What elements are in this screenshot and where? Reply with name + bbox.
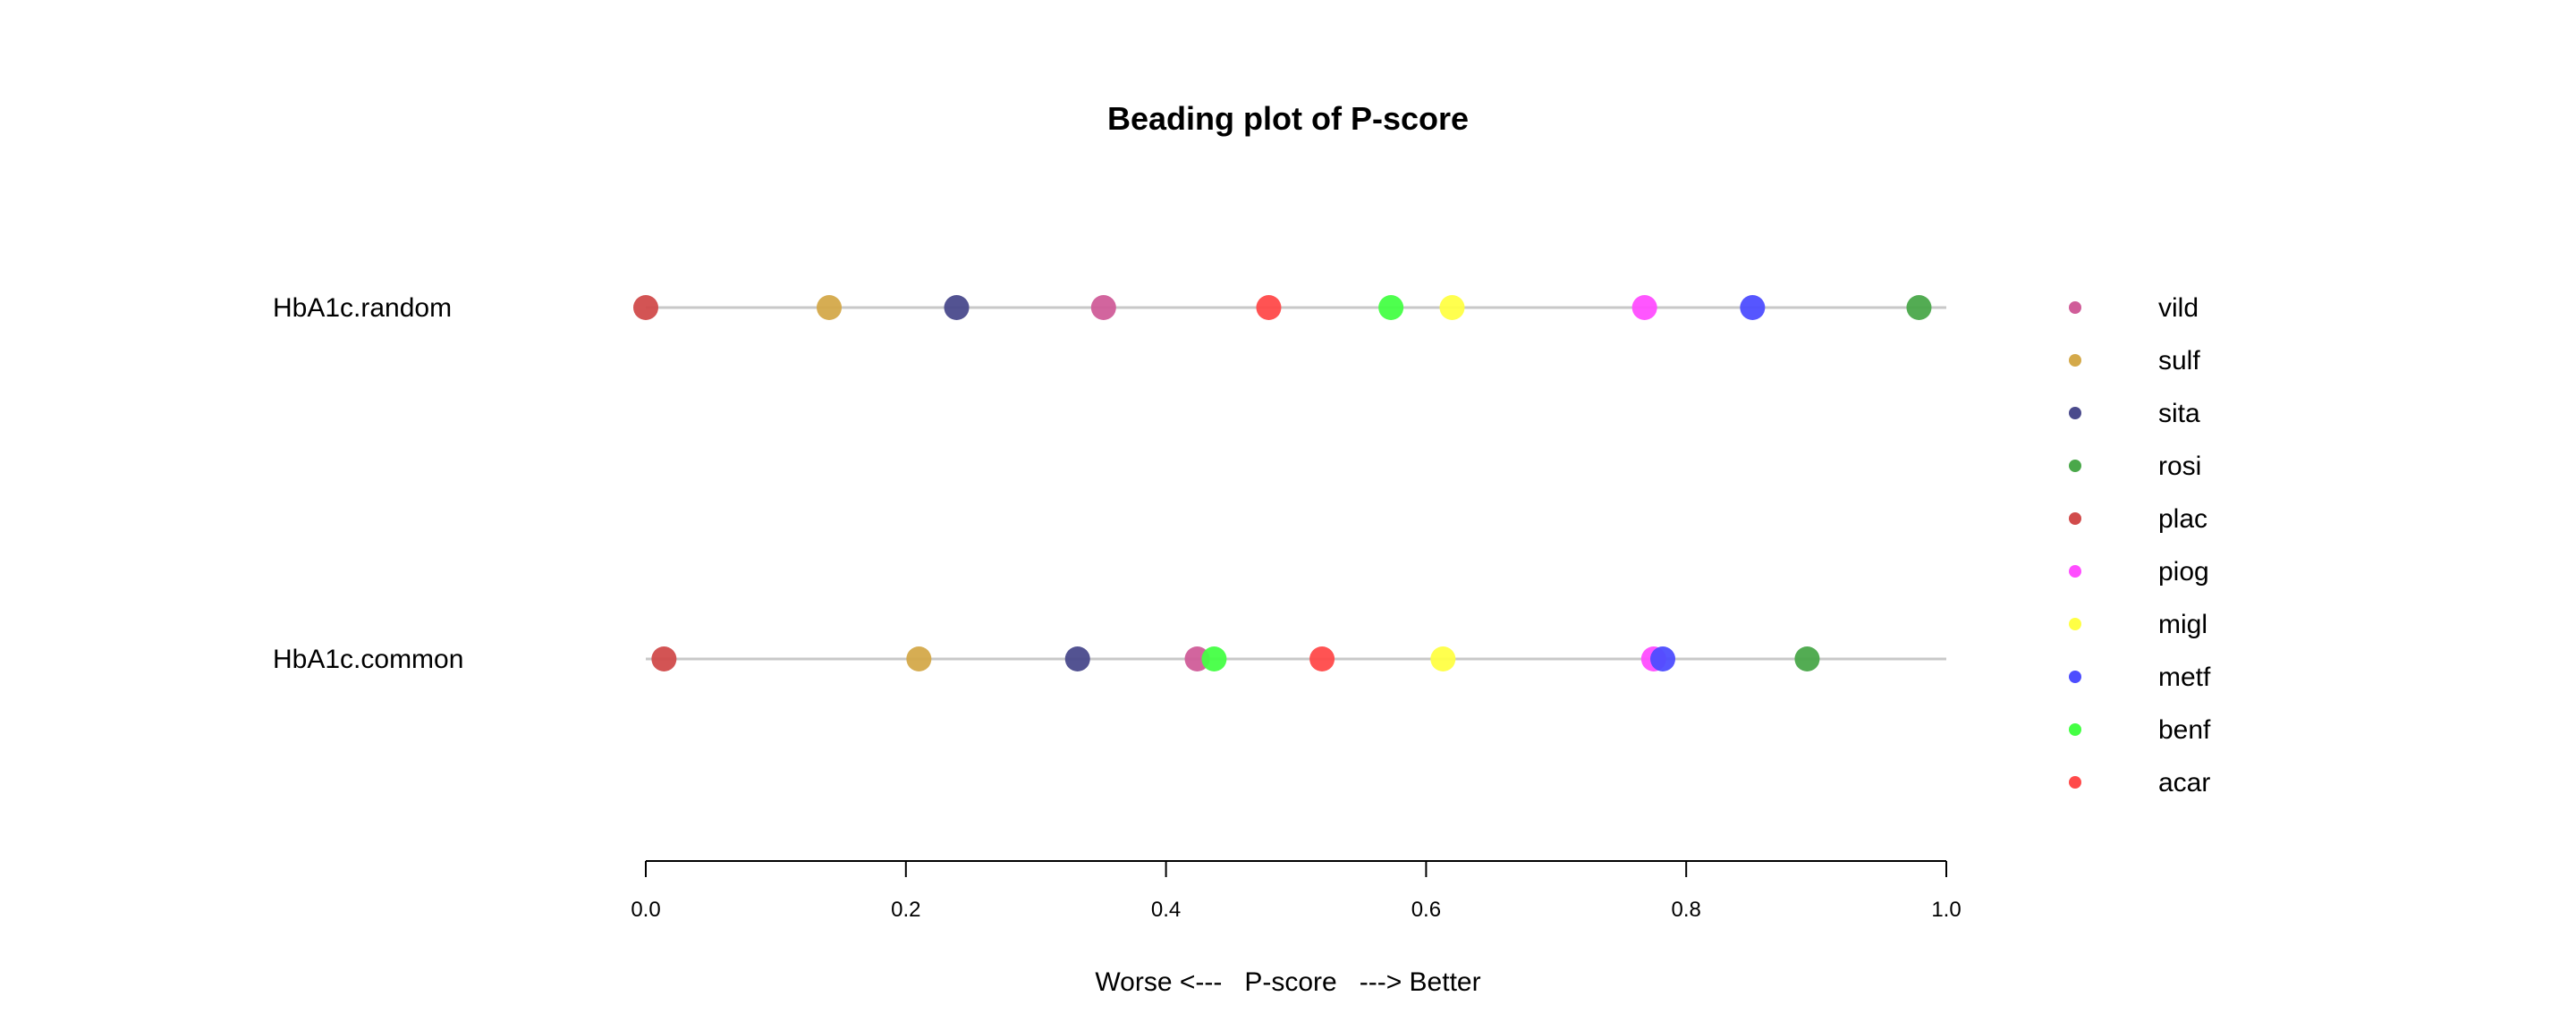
legend-marker [2069, 460, 2081, 472]
legend-label: rosi [2158, 452, 2201, 481]
legend-item-migl: migl [2069, 610, 2207, 639]
point-benf [1378, 295, 1404, 320]
point-piog [1631, 295, 1657, 320]
point-vild [1090, 295, 1116, 320]
chart-title: Beading plot of P-score [1107, 100, 1469, 137]
plot-row: HbA1c.common [273, 645, 1946, 674]
point-metf [1740, 295, 1766, 320]
point-sulf [817, 295, 843, 320]
legend-item-sita: sita [2069, 399, 2200, 428]
legend-item-benf: benf [2069, 715, 2211, 745]
point-migl [1430, 646, 1456, 671]
point-rosi [1906, 295, 1932, 320]
legend-label: vild [2158, 293, 2199, 323]
plot-row: HbA1c.random [273, 293, 1946, 323]
point-sita [944, 295, 970, 320]
legend-label: piog [2158, 557, 2209, 587]
legend-item-metf: metf [2069, 663, 2211, 692]
row-label: HbA1c.random [273, 293, 452, 323]
legend-label: sulf [2158, 346, 2200, 376]
legend-marker [2069, 776, 2081, 789]
legend-label: benf [2158, 715, 2211, 745]
point-plac [633, 295, 658, 320]
point-acar [1309, 646, 1335, 671]
legend: vild sulf sita rosi plac piog migl metf benf acar [2069, 293, 2211, 798]
legend-item-rosi: rosi [2069, 452, 2201, 481]
legend-marker [2069, 301, 2081, 314]
legend-item-vild: vild [2069, 293, 2199, 323]
point-plac [651, 646, 677, 671]
legend-marker [2069, 354, 2081, 367]
legend-marker [2069, 723, 2081, 736]
row-label: HbA1c.common [273, 645, 463, 674]
x-tick-label: 0.8 [1672, 898, 1701, 922]
legend-marker [2069, 618, 2081, 630]
point-benf [1201, 646, 1227, 671]
legend-item-plac: plac [2069, 504, 2207, 534]
legend-label: acar [2158, 768, 2210, 798]
legend-marker [2069, 407, 2081, 419]
legend-item-sulf: sulf [2069, 346, 2200, 376]
x-axis-label: Worse <--- P-score ---> Better [1095, 967, 1480, 997]
legend-label: migl [2158, 610, 2207, 639]
legend-label: metf [2158, 663, 2211, 692]
x-tick-label: 0.6 [1411, 898, 1441, 922]
legend-label: plac [2158, 504, 2207, 534]
plot-rows: HbA1c.random HbA1c.common [273, 293, 1946, 674]
point-migl [1439, 295, 1465, 320]
x-axis: 0.0 0.2 0.4 0.6 0.8 1.0 [631, 860, 1962, 922]
legend-marker [2069, 565, 2081, 578]
x-tick-label: 0.2 [891, 898, 920, 922]
point-sulf [906, 646, 932, 671]
point-metf [1650, 646, 1676, 671]
legend-item-acar: acar [2069, 768, 2210, 798]
point-sita [1064, 646, 1090, 671]
legend-label: sita [2158, 399, 2200, 428]
point-rosi [1794, 646, 1820, 671]
x-tick-label: 1.0 [1931, 898, 1961, 922]
x-tick-label: 0.4 [1151, 898, 1181, 922]
legend-item-piog: piog [2069, 557, 2209, 587]
legend-marker [2069, 671, 2081, 683]
legend-marker [2069, 512, 2081, 525]
x-tick-label: 0.0 [631, 898, 660, 922]
point-acar [1256, 295, 1282, 320]
